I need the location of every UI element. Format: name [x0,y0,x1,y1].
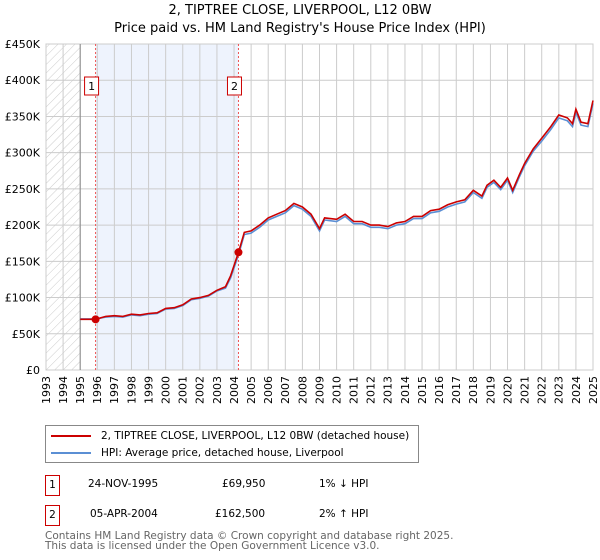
sale-label-box [226,76,242,96]
property-price-line [80,100,594,321]
x-tick-label: 1999 [142,376,155,404]
sale-label: 2 [231,80,238,93]
x-tick-label: 2012 [365,376,378,404]
transaction-date: 05-APR-2004 [90,508,158,520]
x-tick-label: 1997 [108,376,121,404]
x-tick-label: 2002 [194,376,207,404]
sale-label: 1 [88,80,95,93]
footer-line: This data is licensed under the Open Gov… [45,540,380,552]
transaction-price: £69,950 [222,478,266,490]
x-tick-label: 2019 [484,376,497,404]
x-tick-label: 2003 [211,376,224,404]
y-tick-label: £250K [5,183,41,196]
x-tick-label: 2025 [587,376,600,404]
transaction-hpi: 2% ↑ HPI [319,508,369,520]
x-tick-label: 2007 [279,376,292,404]
x-tick-label: 2023 [553,376,566,404]
x-tick-label: 2022 [536,376,549,404]
x-tick-label: 2015 [416,376,429,404]
legend-item-hpi: HPI: Average price, detached house, Live… [51,445,344,461]
footer: Contains HM Land Registry data © Crown c… [45,530,454,552]
transaction-row: 1 24-NOV-1995 £69,950 1% ↓ HPI [45,475,445,496]
y-tick-label: £400K [5,74,41,87]
x-tick-label: 2021 [518,376,531,404]
chart-subtitle: Price paid vs. HM Land Registry's House … [114,21,486,36]
price-chart: 1 2 1993 1994 1995 1996 1997 1998 1999 2000 2001 20… [5,38,600,404]
sale-point [234,248,243,257]
x-tick-label: 2017 [450,376,463,404]
transaction-row: 2 05-APR-2004 £162,500 2% ↑ HPI [45,505,445,526]
legend-swatch-blue [51,452,91,454]
footer-line: Contains HM Land Registry data © Crown c… [45,530,454,542]
transaction-badge: 1 [45,475,60,496]
x-tick-label: 1998 [125,376,138,404]
sale-point [91,315,100,324]
y-tick-label: £0 [26,364,40,377]
x-tick-label: 2009 [313,376,326,404]
legend: 2, TIPTREE CLOSE, LIVERPOOL, L12 0BW (de… [45,425,419,463]
x-tick-label: 2000 [160,376,173,404]
transaction-hpi: 1% ↓ HPI [319,478,369,490]
x-tick-label: 1995 [74,376,87,404]
y-tick-label: £450K [5,38,41,51]
y-tick-label: £350K [5,110,41,123]
chart-title: 2, TIPTREE CLOSE, LIVERPOOL, L12 0BW [168,3,432,18]
x-tick-label: 2001 [177,376,190,404]
legend-label: 2, TIPTREE CLOSE, LIVERPOOL, L12 0BW (de… [101,430,410,442]
x-tick-label: 2016 [433,376,446,404]
x-tick-label: 2008 [296,376,309,404]
x-tick-label: 2010 [330,376,343,404]
x-tick-label: 2011 [348,376,361,404]
y-tick-label: £200K [5,219,41,232]
y-tick-label: £150K [5,255,41,268]
x-tick-label: 2013 [382,376,395,404]
x-tick-label: 1994 [57,376,70,404]
transaction-badge: 2 [45,505,60,526]
x-tick-label: 1996 [91,376,104,404]
sale-label-box [84,76,100,96]
legend-item-property: 2, TIPTREE CLOSE, LIVERPOOL, L12 0BW (de… [51,428,409,444]
legend-swatch-red [51,435,91,437]
x-tick-label: 2006 [262,376,275,404]
x-tick-label: 2020 [501,376,514,404]
x-tick-label: 2018 [467,376,480,404]
legend-label: HPI: Average price, detached house, Live… [101,447,344,459]
x-tick-label: 2005 [245,376,258,404]
y-tick-label: £100K [5,292,41,305]
transaction-date: 24-NOV-1995 [88,478,159,490]
x-tick-label: 1993 [40,376,53,404]
x-tick-label: 2014 [399,376,412,404]
x-tick-label: 2004 [228,376,241,404]
y-tick-label: £300K [5,147,41,160]
x-tick-label: 2024 [570,376,583,404]
y-tick-label: £50K [12,328,41,341]
transaction-price: £162,500 [215,508,266,520]
